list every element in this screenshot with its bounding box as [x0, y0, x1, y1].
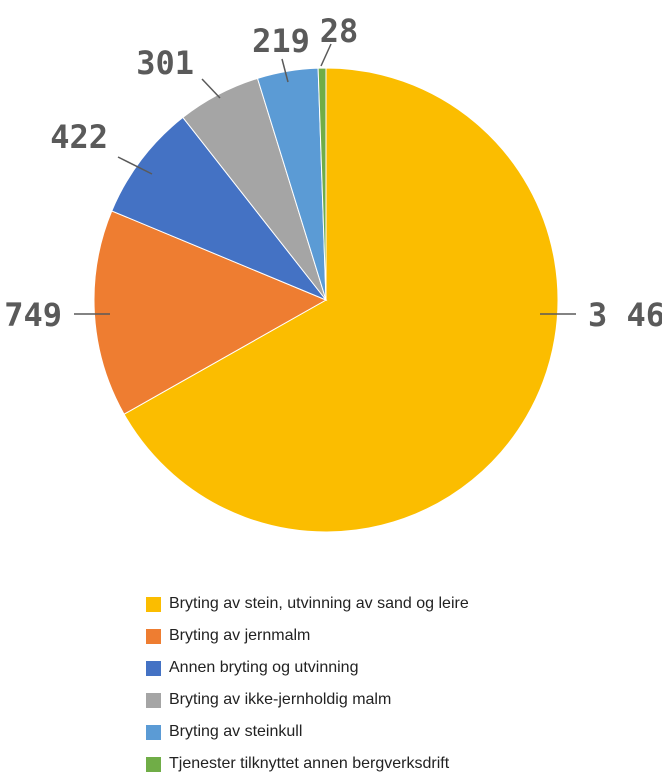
- data-label: 219: [252, 22, 310, 60]
- legend-swatch: [146, 724, 161, 740]
- data-label: 422: [50, 118, 108, 156]
- leader-lines: [74, 43, 576, 315]
- data-label: 749: [4, 296, 62, 334]
- legend-label: Bryting av jernmalm: [169, 627, 311, 644]
- legend-label: Bryting av stein, utvinning av sand og l…: [169, 595, 469, 612]
- legend-item: Tjenester tilknyttet annen bergverksdrif…: [146, 748, 469, 780]
- pie-slice: [123, 67, 559, 533]
- legend-label: Annen bryting og utvinning: [169, 659, 359, 676]
- data-label: 3 460: [588, 296, 662, 334]
- pie-slice: [111, 116, 328, 302]
- pie-chart: 3 460 749 422 301 219 28: [4, 12, 662, 533]
- legend-item: Bryting av ikke-jernholdig malm: [146, 684, 469, 716]
- legend-item: Annen bryting og utvinning: [146, 652, 469, 684]
- legend-item: Bryting av stein, utvinning av sand og l…: [146, 588, 469, 620]
- pie-slices: [93, 67, 559, 533]
- leader-line: [117, 156, 153, 175]
- legend-swatch: [146, 596, 161, 612]
- legend-swatch: [146, 628, 161, 644]
- legend-item: Bryting av steinkull: [146, 716, 469, 748]
- legend-swatch: [146, 692, 161, 708]
- data-label: 28: [320, 12, 359, 50]
- legend-label: Bryting av steinkull: [169, 723, 303, 740]
- leader-line: [281, 58, 289, 83]
- leader-line: [201, 78, 221, 99]
- legend-label: Bryting av ikke-jernholdig malm: [169, 691, 392, 708]
- leader-line: [320, 43, 332, 67]
- legend-swatch: [146, 660, 161, 676]
- legend-swatch: [146, 756, 161, 772]
- data-labels: 3 460 749 422 301 219 28: [4, 12, 662, 334]
- legend-label: Tjenester tilknyttet annen bergverksdrif…: [169, 755, 450, 772]
- pie-slice: [317, 67, 327, 301]
- legend: Bryting av stein, utvinning av sand og l…: [146, 588, 469, 780]
- legend-item: Bryting av jernmalm: [146, 620, 469, 652]
- data-label: 301: [136, 44, 194, 82]
